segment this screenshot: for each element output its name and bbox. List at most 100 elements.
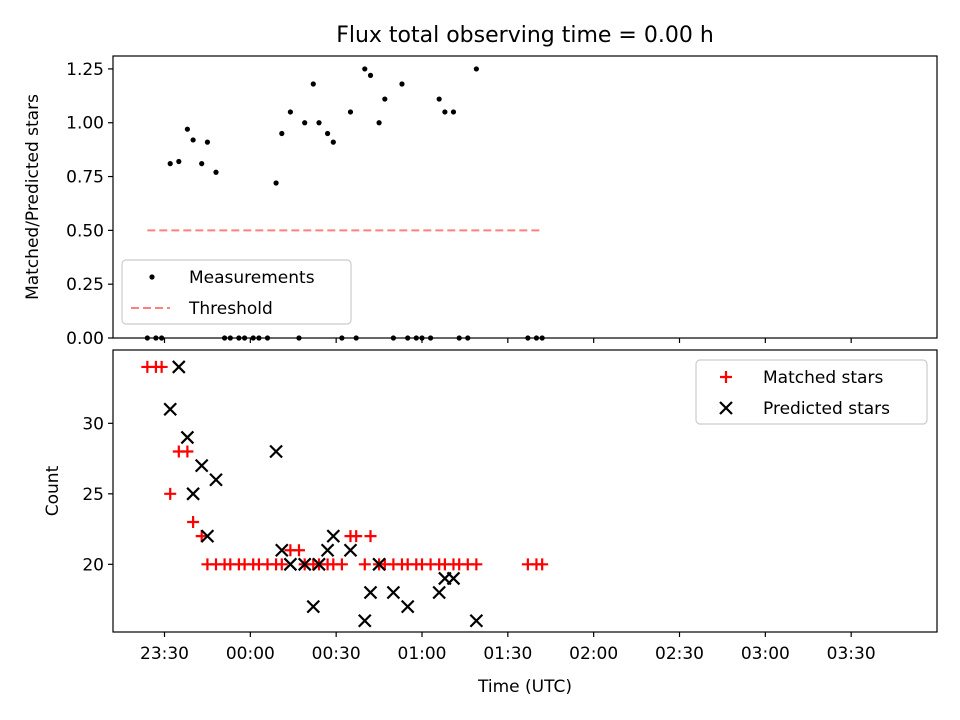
predicted-star-point <box>386 585 401 600</box>
predicted-star-point <box>283 557 298 572</box>
measurement-point <box>442 109 448 115</box>
measurement-point <box>184 126 190 132</box>
bottom-legend-box <box>695 359 928 425</box>
measurement-point <box>399 81 405 87</box>
matched-star-point <box>187 516 200 529</box>
x-tick-label: 03:30 <box>827 644 876 664</box>
bottom-y-axis-label: Count <box>43 465 63 516</box>
predicted-star-point <box>326 529 341 543</box>
x-tick-label: 01:30 <box>483 644 532 664</box>
measurement-point <box>436 96 442 102</box>
matched-star-point <box>364 530 377 543</box>
predicted-star-point <box>469 613 484 628</box>
legend-label: Matched stars <box>763 368 883 388</box>
x-tick-label: 00:30 <box>312 644 361 664</box>
measurement-point <box>204 139 211 145</box>
measurement-point <box>287 109 293 115</box>
x-tick-label: 03:00 <box>741 644 790 664</box>
top-axes-frame <box>112 55 938 339</box>
predicted-star-point <box>343 543 358 557</box>
legend-label: Threshold <box>188 299 273 319</box>
predicted-star-point <box>275 543 289 557</box>
predicted-star-point <box>446 571 461 586</box>
predicted-star-point <box>200 529 215 543</box>
measurement-point <box>190 137 196 143</box>
measurement-point <box>167 161 173 167</box>
measurement-point <box>176 158 182 165</box>
predicted-star-point <box>194 458 209 473</box>
bottom-series-predicted <box>163 360 484 628</box>
bottom-series-matched <box>141 360 549 571</box>
x-axis-label: Time (UTC) <box>477 677 572 697</box>
measurement-point <box>302 120 308 126</box>
x-tick-label: 01:00 <box>398 644 447 664</box>
bottom-legend: Matched stars Predicted stars <box>695 359 928 425</box>
predicted-star-point <box>180 430 195 445</box>
legend-label: Measurements <box>189 268 315 288</box>
figure-title: Flux total observing time = 0.00 h <box>336 23 714 48</box>
top-y-tick-label: 1.25 <box>66 60 104 80</box>
measurement-point <box>273 180 279 186</box>
matched-star-point <box>164 487 177 500</box>
matched-star-point <box>358 558 371 571</box>
bottom-y-tick-label: 25 <box>82 485 104 505</box>
measurement-point <box>347 109 354 115</box>
matched-star-point <box>155 360 168 373</box>
predicted-star-point <box>297 557 312 572</box>
predicted-star-point <box>172 360 186 374</box>
predicted-star-point <box>312 557 326 572</box>
predicted-star-point <box>163 402 177 416</box>
bottom-axes-frame <box>112 349 938 633</box>
bottom-panel-star-counts: 20 25 30 23:30 00:00 00:30 01:00 01:30 02:00 02:3… <box>43 349 938 664</box>
matched-star-point <box>181 445 194 458</box>
predicted-star-point <box>269 444 283 459</box>
x-tick-label: 02:00 <box>569 644 618 664</box>
top-legend-box <box>121 259 352 325</box>
bottom-y-tick-label: 20 <box>82 555 104 575</box>
predicted-star-point <box>186 487 200 501</box>
predicted-star-point <box>358 613 372 628</box>
matched-star-point <box>275 558 288 571</box>
measurement-point <box>362 66 368 72</box>
predicted-star-point <box>209 472 223 487</box>
measurement-point <box>324 130 331 137</box>
measurement-point <box>473 66 479 72</box>
predicted-star-point <box>306 599 321 614</box>
top-y-axis-label: Matched/Predicted stars <box>23 94 43 300</box>
matched-star-point <box>536 558 549 571</box>
top-legend: Measurements Threshold <box>121 259 352 325</box>
measurement-point <box>316 120 322 126</box>
measurement-point <box>450 109 457 115</box>
top-y-tick-label: 0.00 <box>66 329 104 349</box>
matched-star-point <box>335 558 348 571</box>
predicted-star-point <box>400 599 415 614</box>
measurement-point <box>310 81 316 87</box>
top-y-tick-label: 0.50 <box>66 221 104 241</box>
measurement-point <box>199 161 205 167</box>
x-tick-label: 23:30 <box>140 644 189 664</box>
top-y-tick-label: 0.75 <box>66 168 104 188</box>
top-series-measurements <box>144 66 545 341</box>
matched-star-point <box>292 544 305 557</box>
measurement-point <box>376 120 382 126</box>
x-tick-label: 02:30 <box>655 644 704 664</box>
matched-star-point <box>350 530 363 543</box>
measurement-point <box>382 96 388 102</box>
bottom-y-tick-label: 30 <box>82 414 104 434</box>
top-panel-flux-ratio: 0.00 0.25 0.50 0.75 1.00 1.25 Matched/Predicte… <box>23 55 938 349</box>
predicted-star-point <box>363 585 378 600</box>
x-tick-label: 00:00 <box>226 644 275 664</box>
measurement-point <box>213 169 219 175</box>
legend-marker-predicted <box>719 401 733 415</box>
matched-star-point <box>470 558 483 571</box>
predicted-star-point <box>372 557 386 572</box>
measurement-point <box>367 72 374 78</box>
measurement-point <box>330 139 336 145</box>
predicted-star-point <box>432 585 446 600</box>
predicted-star-point <box>320 543 335 557</box>
legend-label: Predicted stars <box>763 399 890 419</box>
matched-star-point <box>195 530 208 543</box>
top-y-tick-label: 1.00 <box>66 114 104 134</box>
top-y-tick-label: 0.25 <box>66 275 104 295</box>
